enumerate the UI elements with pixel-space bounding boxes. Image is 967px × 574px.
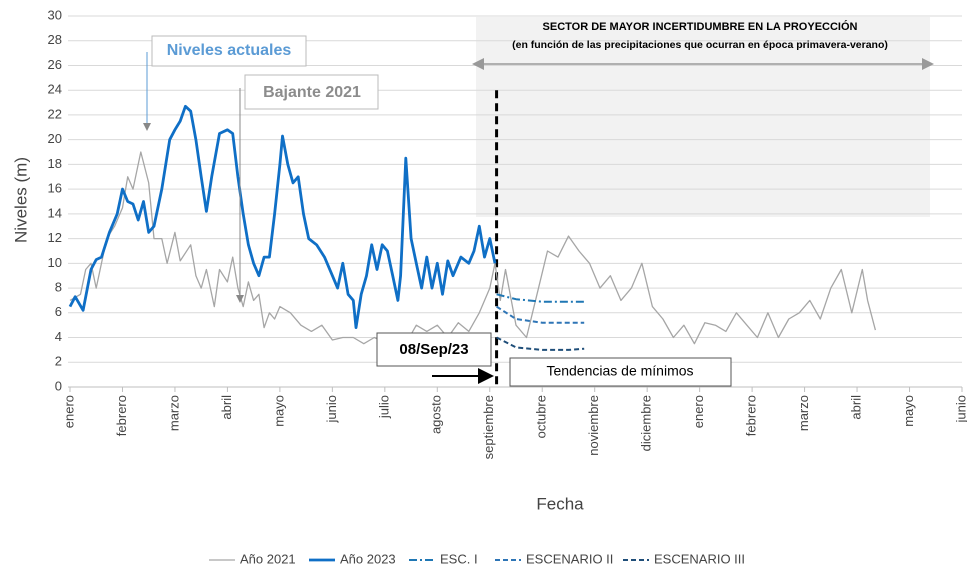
x-tick-label: agosto bbox=[429, 395, 444, 434]
x-tick-label: febrero bbox=[744, 395, 759, 436]
y-tick-label: 28 bbox=[48, 32, 62, 47]
x-tick-label: febrero bbox=[114, 395, 129, 436]
y-tick-label: 0 bbox=[55, 378, 62, 393]
x-tick-label: abril bbox=[219, 395, 234, 420]
legend-label: ESCENARIO II bbox=[526, 551, 613, 566]
annotation-trend: Tendencias de mínimos bbox=[546, 363, 693, 379]
series-line bbox=[496, 336, 585, 351]
x-tick-label: diciembre bbox=[639, 395, 654, 451]
y-tick-label: 18 bbox=[48, 156, 62, 171]
y-tick-label: 6 bbox=[55, 304, 62, 319]
x-tick-label: mayo bbox=[901, 395, 916, 427]
y-tick-label: 30 bbox=[48, 7, 62, 22]
sector-title: SECTOR DE MAYOR INCERTIDUMBRE EN LA PROY… bbox=[543, 20, 858, 33]
y-tick-label: 26 bbox=[48, 57, 62, 72]
y-tick-label: 8 bbox=[55, 280, 62, 295]
x-tick-label: enero bbox=[691, 395, 706, 428]
x-tick-label: mayo bbox=[271, 395, 286, 427]
series-line bbox=[68, 104, 497, 329]
x-tick-label: enero bbox=[61, 395, 76, 428]
legend-label: Año 2021 bbox=[240, 551, 296, 566]
legend-label: ESC. I bbox=[440, 551, 478, 566]
x-tick-label: marzo bbox=[166, 395, 181, 431]
annotation-drop: Bajante 2021 bbox=[263, 84, 361, 101]
annotation-box bbox=[376, 332, 492, 367]
legend-label: Año 2023 bbox=[340, 551, 396, 566]
x-axis-label: Fecha bbox=[536, 494, 584, 513]
y-tick-label: 2 bbox=[55, 354, 62, 369]
y-tick-label: 12 bbox=[48, 230, 62, 245]
x-tick-label: abril bbox=[848, 395, 863, 420]
uncertainty-region bbox=[476, 17, 930, 217]
annotation-box bbox=[509, 357, 732, 387]
x-tick-label: julio bbox=[376, 395, 391, 419]
y-axis-label: Niveles (m) bbox=[11, 157, 30, 243]
x-tick-label: junio bbox=[953, 395, 967, 423]
x-tick-label: junio bbox=[324, 395, 339, 423]
x-tick-label: septiembre bbox=[481, 395, 496, 459]
annotation-box bbox=[244, 74, 379, 110]
y-tick-label: 10 bbox=[48, 255, 62, 270]
annotation-current: Niveles actuales bbox=[167, 42, 292, 59]
x-tick-label: noviembre bbox=[586, 395, 601, 456]
series-line bbox=[496, 305, 585, 324]
series-line bbox=[69, 151, 877, 345]
sector-subtitle: (en función de las precipitaciones que o… bbox=[512, 39, 888, 51]
y-tick-label: 22 bbox=[48, 106, 62, 121]
y-tick-label: 4 bbox=[55, 329, 62, 344]
y-tick-label: 16 bbox=[48, 181, 62, 196]
legend-label: ESCENARIO III bbox=[654, 551, 745, 566]
y-tick-label: 20 bbox=[48, 131, 62, 146]
x-tick-label: marzo bbox=[796, 395, 811, 431]
annotation-box bbox=[151, 35, 307, 67]
y-tick-label: 24 bbox=[48, 82, 62, 97]
annotation-date: 08/Sep/23 bbox=[399, 341, 468, 358]
x-tick-label: octubre bbox=[534, 395, 549, 438]
y-tick-label: 14 bbox=[48, 205, 62, 220]
